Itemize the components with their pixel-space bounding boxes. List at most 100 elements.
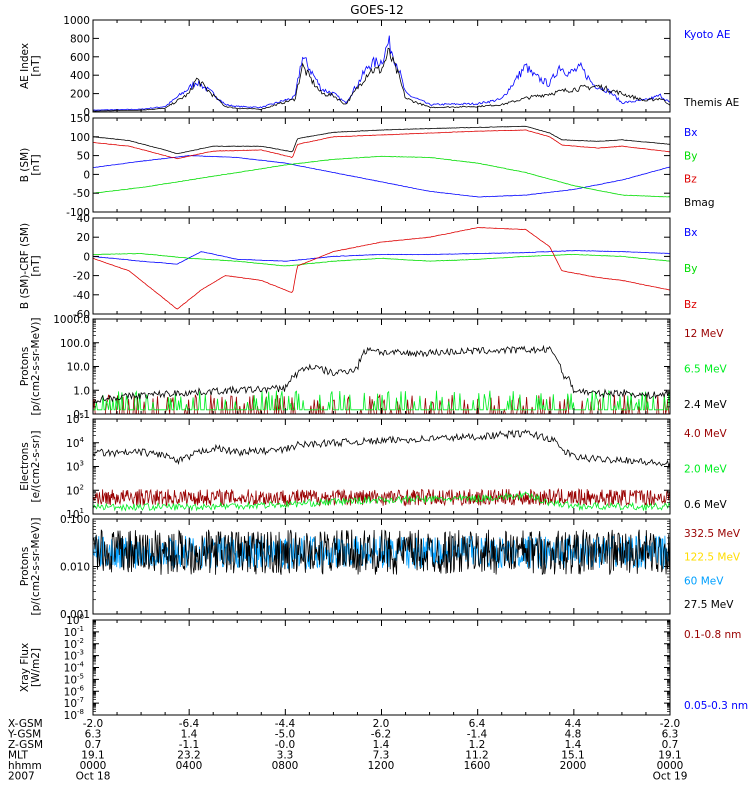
ephem-val-1-0: 6.3	[85, 729, 102, 741]
panel-5-ticklabel-4: 105	[66, 412, 84, 426]
panel-6: 332.5 MeV 122.5 MeV 60 MeV 27.5 MeV 0.001 0.0…	[19, 514, 741, 621]
ephem-val-2-5: 1.4	[565, 739, 582, 751]
series-5-2	[93, 491, 670, 512]
panel-4: 12 MeV 6.5 MeV 2.4 MeV 0.1 1.0 10.0 100.0 1000.…	[19, 314, 728, 421]
panel-2-ticklabel-3: 50	[77, 151, 90, 163]
panel-7: 0.1-0.8 nm0.05-0.3 nm10-810-710-610-510-…	[19, 613, 748, 722]
ephem-val-1-3: -6.2	[371, 729, 392, 741]
series-4-3	[93, 344, 670, 404]
legend-2-4: Bmag	[684, 197, 715, 209]
panel-3-ylabel: B (SM)-CRF (SM)[nT]	[19, 223, 42, 309]
panel-7-ticklabel-6: 10-2	[64, 637, 84, 651]
legend-3-2: By	[684, 263, 697, 275]
panel-6-ticklabel-1: 0.010	[60, 562, 90, 574]
ephem-val-3-4: 11.2	[465, 750, 488, 762]
legend-2-3: Bz	[684, 174, 697, 186]
panel-3-ticklabel-3: 0	[83, 251, 90, 263]
series-1-2	[93, 47, 670, 112]
legend-3-1: Bx	[684, 227, 697, 239]
panel-2-ylabel: B (SM)[nT]	[19, 148, 42, 182]
panel-6-ticklabel-0: 0.001	[60, 609, 90, 621]
panel-5: 4.0 MeV 2.0 MeV 0.6 MeV 101 102 103 104 105 Elec…	[19, 412, 728, 521]
panel-7-frame	[92, 619, 671, 716]
panel-4-ticklabel-3: 100.0	[60, 338, 90, 350]
panel-3-ticklabel-1: -40	[73, 290, 90, 302]
ephem-val-0-6: -2.0	[660, 718, 681, 730]
panel-1-traces	[93, 35, 670, 112]
panel-7-ticklabel-1: 10-7	[64, 696, 84, 710]
panel-7-ticklabel-0: 10-8	[64, 708, 84, 722]
ephem-val-1-6: 6.3	[662, 729, 679, 741]
ephem-val-2-2: -0.0	[275, 739, 296, 751]
panel-3-frame	[92, 217, 671, 315]
ephem-val-4-3: 1200	[368, 760, 395, 772]
panel-1-ticklabel-2: 400	[70, 70, 90, 82]
series-3-2	[93, 253, 670, 267]
ephem-val-4-0: 0000	[80, 760, 107, 772]
panel-6-ticklabel-2: 0.100	[60, 514, 90, 526]
panel-1-ticklabel-3: 600	[70, 52, 90, 64]
ephem-val-5-6: Oct 19	[653, 771, 688, 783]
ephem-label-2: Z-GSM	[8, 739, 43, 751]
ephem-label-1: Y-GSM	[7, 729, 41, 741]
ephem-label-5: 2007	[8, 771, 35, 783]
panel-2-ticklabel-5: 150	[70, 113, 90, 125]
ephem-val-1-1: 1.4	[181, 729, 198, 741]
ephem-label-3: MLT	[8, 750, 28, 762]
ephem-val-3-1: 23.2	[177, 750, 200, 762]
ephem-val-4-2: 0800	[272, 760, 299, 772]
legend-6-2: 122.5 MeV	[684, 552, 741, 564]
panel-3-ticklabel-5: 40	[77, 213, 90, 225]
ephemeris-table: X-GSM -2.0 -6.4 -4.4 2.0 6.4 4.4 -2.0 Y-GSM 6.3 1.…	[7, 718, 687, 783]
panel-3-ticklabel-4: 20	[77, 232, 90, 244]
panel-1-ylabel: AE Index[nT]	[19, 43, 42, 89]
legend-3-3: Bz	[684, 299, 697, 311]
panel-5-ticklabel-1: 102	[66, 483, 84, 497]
panel-5-ticklabel-3: 104	[66, 436, 84, 450]
ephem-val-3-3: 7.3	[373, 750, 390, 762]
panel-7-ticklabel-5: 10-3	[64, 649, 84, 663]
series-2-1	[93, 155, 670, 198]
panel-7-ticklabel-3: 10-5	[64, 672, 84, 686]
legend-6-1: 332.5 MeV	[684, 528, 741, 540]
panel-2-ticklabel-0: -100	[66, 207, 90, 219]
ephem-val-5-0: Oct 18	[76, 771, 111, 783]
series-1-1	[93, 35, 670, 111]
legend-7-2: 0.05-0.3 nm	[684, 700, 748, 712]
ephem-val-1-2: -5.0	[275, 729, 296, 741]
legend-5-2: 2.0 MeV	[684, 464, 728, 476]
panel-7-ticklabel-7: 10-1	[64, 625, 84, 639]
ephem-val-4-1: 0400	[176, 760, 203, 772]
series-4-1	[93, 393, 670, 414]
panel-2-traces	[93, 125, 670, 198]
ephem-val-3-5: 15.1	[561, 750, 584, 762]
ephem-val-4-4: 1600	[464, 760, 491, 772]
panel-4-ticklabel-1: 1.0	[73, 385, 90, 397]
legend-7-1: 0.1-0.8 nm	[684, 629, 741, 641]
panel-5-traces	[93, 429, 670, 512]
legend-4-1: 12 MeV	[684, 328, 724, 340]
panel-3: Bx By Bz -60 -40 -20 0 20 40 B (SM)-CRF (SM)[nT]	[19, 213, 697, 321]
series-2-3	[93, 129, 670, 160]
panel-4-ticklabel-4: 1000.0	[53, 314, 90, 326]
legend-6-3: 60 MeV	[684, 575, 724, 587]
ephem-val-2-1: -1.1	[179, 739, 200, 751]
panel-2-ticklabel-4: 100	[70, 132, 90, 144]
ephem-val-0-1: -6.4	[179, 718, 200, 730]
ephem-val-3-0: 19.1	[81, 750, 104, 762]
ephem-val-0-5: 4.4	[565, 718, 582, 730]
ephem-val-2-6: 0.7	[662, 739, 679, 751]
legend-1-1: Kyoto AE	[684, 29, 730, 41]
panel-1-ticklabel-5: 1000	[63, 15, 90, 27]
series-3-3	[93, 227, 670, 310]
ephem-val-2-0: 0.7	[85, 739, 102, 751]
ephem-val-1-4: -1.4	[467, 729, 488, 741]
ephem-val-3-2: 3.3	[277, 750, 294, 762]
panel-2-frame	[92, 117, 671, 213]
legend-6-4: 27.5 MeV	[684, 599, 734, 611]
legend-2-2: By	[684, 150, 697, 162]
legend-5-1: 4.0 MeV	[684, 428, 728, 440]
panel-2-ticklabel-2: 0	[83, 169, 90, 181]
ephem-val-0-4: 6.4	[469, 718, 486, 730]
